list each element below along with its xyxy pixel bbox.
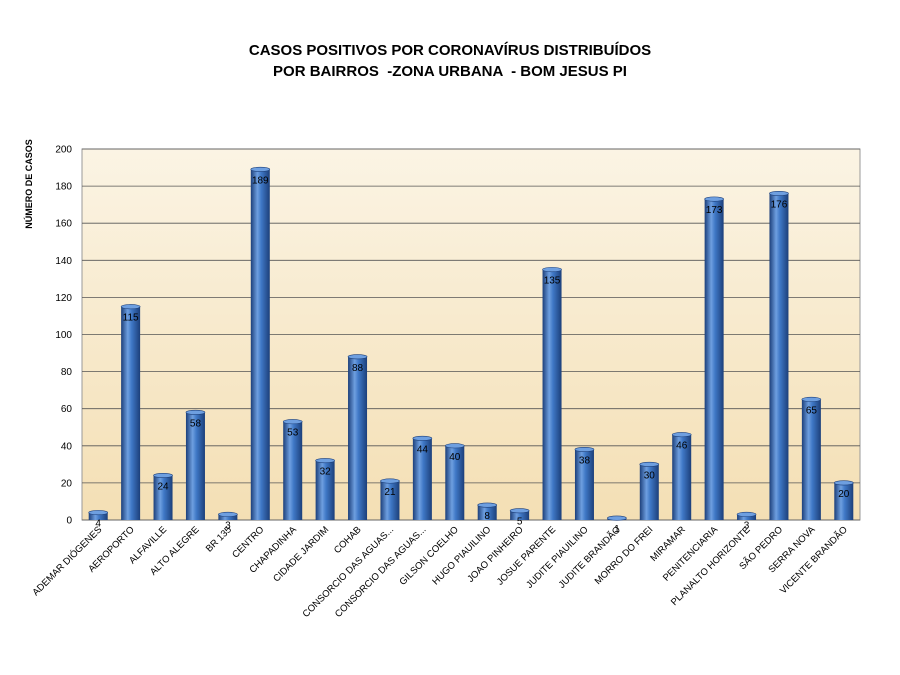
category-label: BR 135 [204, 524, 234, 554]
value-label: 5 [517, 517, 523, 528]
y-tick-label: 200 [55, 145, 72, 156]
category-label: CIDADE JARDIM [271, 524, 331, 584]
bar [639, 461, 660, 520]
bar [671, 432, 692, 520]
grid-lines [82, 148, 860, 521]
value-label: 21 [384, 487, 396, 498]
value-label: 32 [320, 467, 332, 478]
value-label: 1 [614, 524, 620, 535]
bar [704, 196, 724, 520]
y-tick-label: 60 [61, 404, 73, 415]
y-axis-ticks: 0 20 40 60 80 100 120 140 160 180 200 [55, 145, 72, 527]
category-label: GILSON COELHO [398, 524, 461, 587]
category-label: JUDITE BRANDÃO [557, 524, 623, 590]
bar [380, 478, 400, 520]
value-label: 46 [676, 441, 688, 452]
bar [250, 166, 271, 520]
bar [282, 419, 303, 520]
chart-title-line-2: POR BAIRROS -ZONA URBANA - BOM JESUS PI [273, 63, 627, 80]
bar [185, 409, 206, 520]
bar [801, 396, 822, 520]
chart-title-line-1: CASOS POSITIVOS POR CORONAVÍRUS DISTRIBU… [248, 42, 652, 59]
y-tick-label: 140 [55, 256, 72, 267]
category-label: JOAO PINHEIRO [465, 524, 525, 584]
value-label: 20 [838, 489, 850, 500]
value-label: 176 [771, 200, 788, 211]
value-label: 65 [806, 405, 818, 416]
y-tick-label: 20 [61, 478, 73, 489]
bar [509, 508, 530, 520]
value-label: 3 [225, 520, 231, 531]
y-tick-label: 160 [55, 219, 72, 230]
bar [477, 502, 498, 520]
value-label: 53 [287, 428, 299, 439]
category-label: COHAB [332, 524, 364, 556]
value-label: 8 [484, 511, 490, 522]
value-label: 4 [95, 519, 101, 530]
y-tick-label: 120 [55, 293, 72, 304]
bar [218, 511, 238, 520]
value-label: 30 [644, 470, 656, 481]
value-label: 115 [123, 313, 139, 324]
bar [153, 472, 173, 520]
category-label: HUGO PIAUILINO [430, 524, 493, 587]
value-labels: 4 115 24 58 3 189 53 32 88 21 44 40 8 5 135 38 1 30 46 173 3… [95, 175, 849, 535]
bar [412, 435, 433, 520]
value-label: 58 [190, 418, 202, 429]
value-label: 24 [157, 481, 169, 492]
bar [769, 191, 789, 520]
value-label: 38 [579, 456, 591, 467]
bar [347, 354, 368, 520]
bar [607, 515, 627, 521]
bar [574, 447, 595, 520]
value-label: 135 [544, 276, 561, 287]
bar [315, 458, 335, 520]
bar [542, 267, 562, 520]
bar [833, 480, 854, 520]
value-label: 189 [252, 175, 269, 186]
bar [120, 304, 141, 520]
bars [88, 166, 854, 521]
category-label: JOSUE PARENTE [495, 524, 558, 587]
y-tick-label: 40 [61, 441, 73, 452]
value-label: 88 [352, 363, 364, 374]
y-axis-label: NÚMERO DE CASOS [23, 139, 34, 229]
chart-title: CASOS POSITIVOS POR CORONAVÍRUS DISTRIBU… [0, 40, 900, 82]
category-label: PENITENCIARIA [661, 524, 721, 584]
category-label: JUDITE PIAUILINO [524, 524, 590, 590]
category-label: MORRO DO FREI [593, 524, 656, 587]
value-label: 40 [449, 452, 461, 463]
bar [444, 443, 465, 520]
bar [88, 510, 109, 520]
y-tick-label: 100 [55, 330, 72, 341]
y-tick-label: 180 [55, 182, 72, 193]
value-label: 173 [706, 205, 723, 216]
y-tick-label: 80 [61, 367, 73, 378]
bar [736, 511, 757, 520]
value-label: 44 [417, 444, 429, 455]
y-tick-label: 0 [66, 516, 72, 527]
value-label: 3 [744, 520, 750, 531]
